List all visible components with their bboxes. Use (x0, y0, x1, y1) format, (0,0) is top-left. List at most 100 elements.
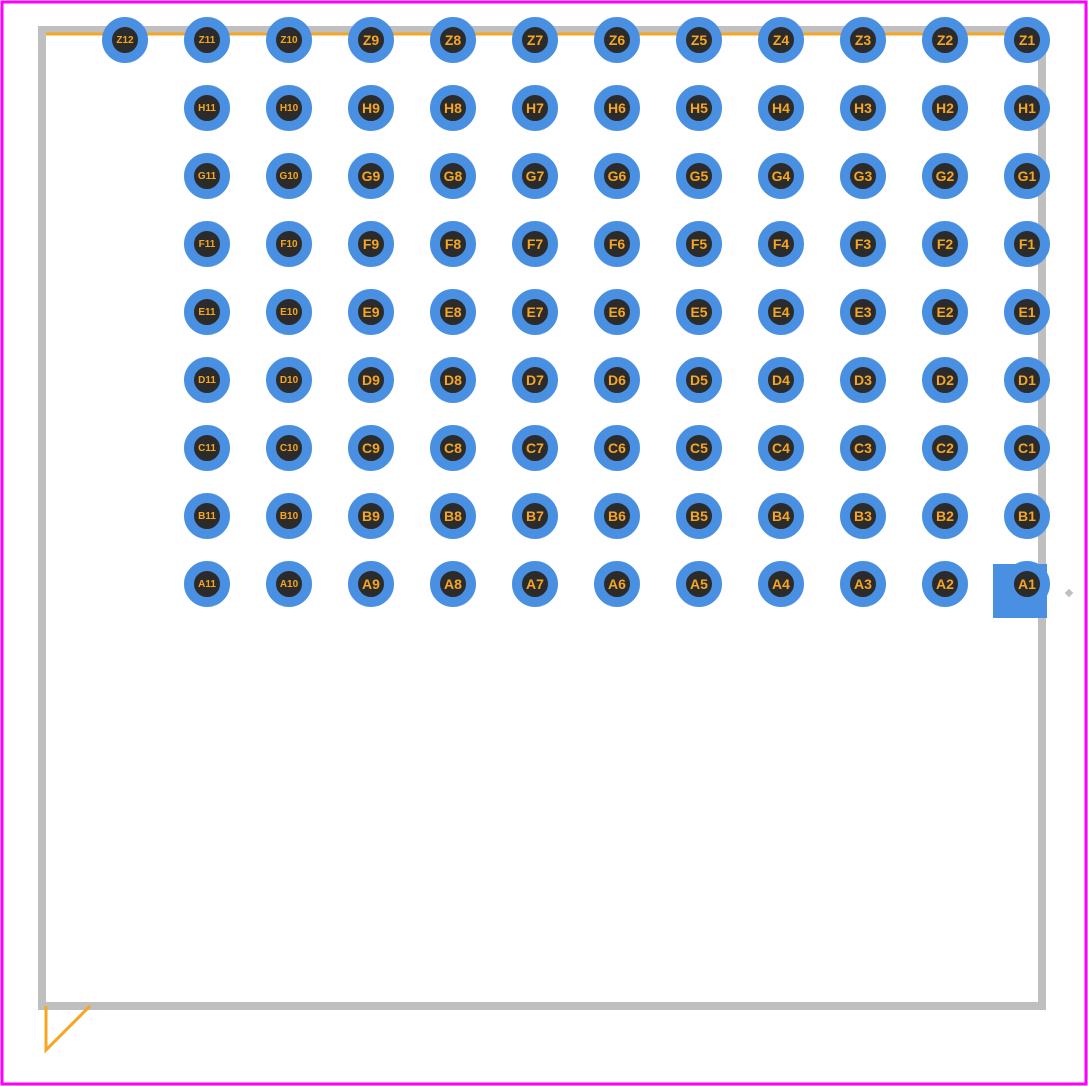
pad-z8: Z8 (430, 17, 476, 63)
pad-label-g3: G3 (854, 168, 873, 184)
pad-label-c5: C5 (690, 440, 708, 456)
pad-label-e7: E7 (526, 304, 543, 320)
pin1-corner-marker (46, 1006, 90, 1050)
pad-e11: E11 (184, 289, 230, 335)
pad-g7: G7 (512, 153, 558, 199)
pad-h1: H1 (1004, 85, 1050, 131)
pad-h11: H11 (184, 85, 230, 131)
pad-label-f11: F11 (199, 239, 216, 250)
pad-c2: C2 (922, 425, 968, 471)
pad-g8: G8 (430, 153, 476, 199)
pad-b11: B11 (184, 493, 230, 539)
pad-z3: Z3 (840, 17, 886, 63)
pad-h9: H9 (348, 85, 394, 131)
pad-c5: C5 (676, 425, 722, 471)
pad-label-z8: Z8 (445, 32, 461, 48)
pad-a1: A1 (1004, 561, 1050, 607)
pad-g6: G6 (594, 153, 640, 199)
pad-label-z12: Z12 (116, 35, 133, 46)
pad-label-h9: H9 (362, 100, 380, 116)
pad-h7: H7 (512, 85, 558, 131)
pad-b1: B1 (1004, 493, 1050, 539)
pad-f3: F3 (840, 221, 886, 267)
pad-label-d5: D5 (690, 372, 708, 388)
pad-label-d11: D11 (198, 375, 216, 386)
pad-label-e3: E3 (854, 304, 871, 320)
pad-z6: Z6 (594, 17, 640, 63)
pad-label-a10: A10 (280, 579, 298, 590)
pad-b4: B4 (758, 493, 804, 539)
pad-label-f9: F9 (363, 236, 379, 252)
pad-h8: H8 (430, 85, 476, 131)
pad-label-h10: H10 (280, 103, 298, 114)
pad-a9: A9 (348, 561, 394, 607)
pad-label-a4: A4 (772, 576, 790, 592)
pad-e8: E8 (430, 289, 476, 335)
pad-e10: E10 (266, 289, 312, 335)
pad-label-c9: C9 (362, 440, 380, 456)
pad-label-z4: Z4 (773, 32, 789, 48)
pad-b3: B3 (840, 493, 886, 539)
pad-f7: F7 (512, 221, 558, 267)
pad-e4: E4 (758, 289, 804, 335)
pad-label-g9: G9 (362, 168, 381, 184)
pad-label-h7: H7 (526, 100, 544, 116)
pad-label-c11: C11 (198, 443, 216, 454)
pad-a10: A10 (266, 561, 312, 607)
pad-label-h5: H5 (690, 100, 708, 116)
pad-c11: C11 (184, 425, 230, 471)
pad-label-h1: H1 (1018, 100, 1036, 116)
pad-g3: G3 (840, 153, 886, 199)
pad-label-a11: A11 (198, 579, 216, 590)
pad-label-a8: A8 (444, 576, 462, 592)
pad-c9: C9 (348, 425, 394, 471)
pad-label-e10: E10 (280, 307, 298, 318)
pad-label-h11: H11 (198, 103, 216, 114)
pad-d6: D6 (594, 357, 640, 403)
pad-b7: B7 (512, 493, 558, 539)
pad-d11: D11 (184, 357, 230, 403)
pad-label-d6: D6 (608, 372, 626, 388)
pad-z11: Z11 (184, 17, 230, 63)
pad-b10: B10 (266, 493, 312, 539)
pad-label-z11: Z11 (199, 35, 216, 46)
pad-label-d2: D2 (936, 372, 954, 388)
pad-f6: F6 (594, 221, 640, 267)
pad-label-z7: Z7 (527, 32, 543, 48)
pad-e1: E1 (1004, 289, 1050, 335)
pad-f5: F5 (676, 221, 722, 267)
pad-g11: G11 (184, 153, 230, 199)
pad-label-a2: A2 (936, 576, 954, 592)
pad-g1: G1 (1004, 153, 1050, 199)
pad-c7: C7 (512, 425, 558, 471)
pad-label-b3: B3 (854, 508, 872, 524)
pad-label-h6: H6 (608, 100, 626, 116)
pad-label-g5: G5 (690, 168, 709, 184)
pad-label-d1: D1 (1018, 372, 1036, 388)
pad-f2: F2 (922, 221, 968, 267)
pad-label-f7: F7 (527, 236, 543, 252)
pad-e3: E3 (840, 289, 886, 335)
pad-z4: Z4 (758, 17, 804, 63)
pad-label-c3: C3 (854, 440, 872, 456)
pad-d1: D1 (1004, 357, 1050, 403)
pad-label-g1: G1 (1018, 168, 1037, 184)
pad-label-e9: E9 (362, 304, 379, 320)
pad-e9: E9 (348, 289, 394, 335)
pad-b9: B9 (348, 493, 394, 539)
pad-label-f10: F10 (280, 239, 297, 250)
pad-d10: D10 (266, 357, 312, 403)
pad-e5: E5 (676, 289, 722, 335)
pad-label-h4: H4 (772, 100, 790, 116)
pad-b6: B6 (594, 493, 640, 539)
pad-label-c10: C10 (280, 443, 298, 454)
pad-label-b1: B1 (1018, 508, 1036, 524)
pad-d2: D2 (922, 357, 968, 403)
pad-label-b9: B9 (362, 508, 380, 524)
pad-e6: E6 (594, 289, 640, 335)
pad-f11: F11 (184, 221, 230, 267)
pad-d5: D5 (676, 357, 722, 403)
pad-c8: C8 (430, 425, 476, 471)
pad-label-d9: D9 (362, 372, 380, 388)
pad-a4: A4 (758, 561, 804, 607)
